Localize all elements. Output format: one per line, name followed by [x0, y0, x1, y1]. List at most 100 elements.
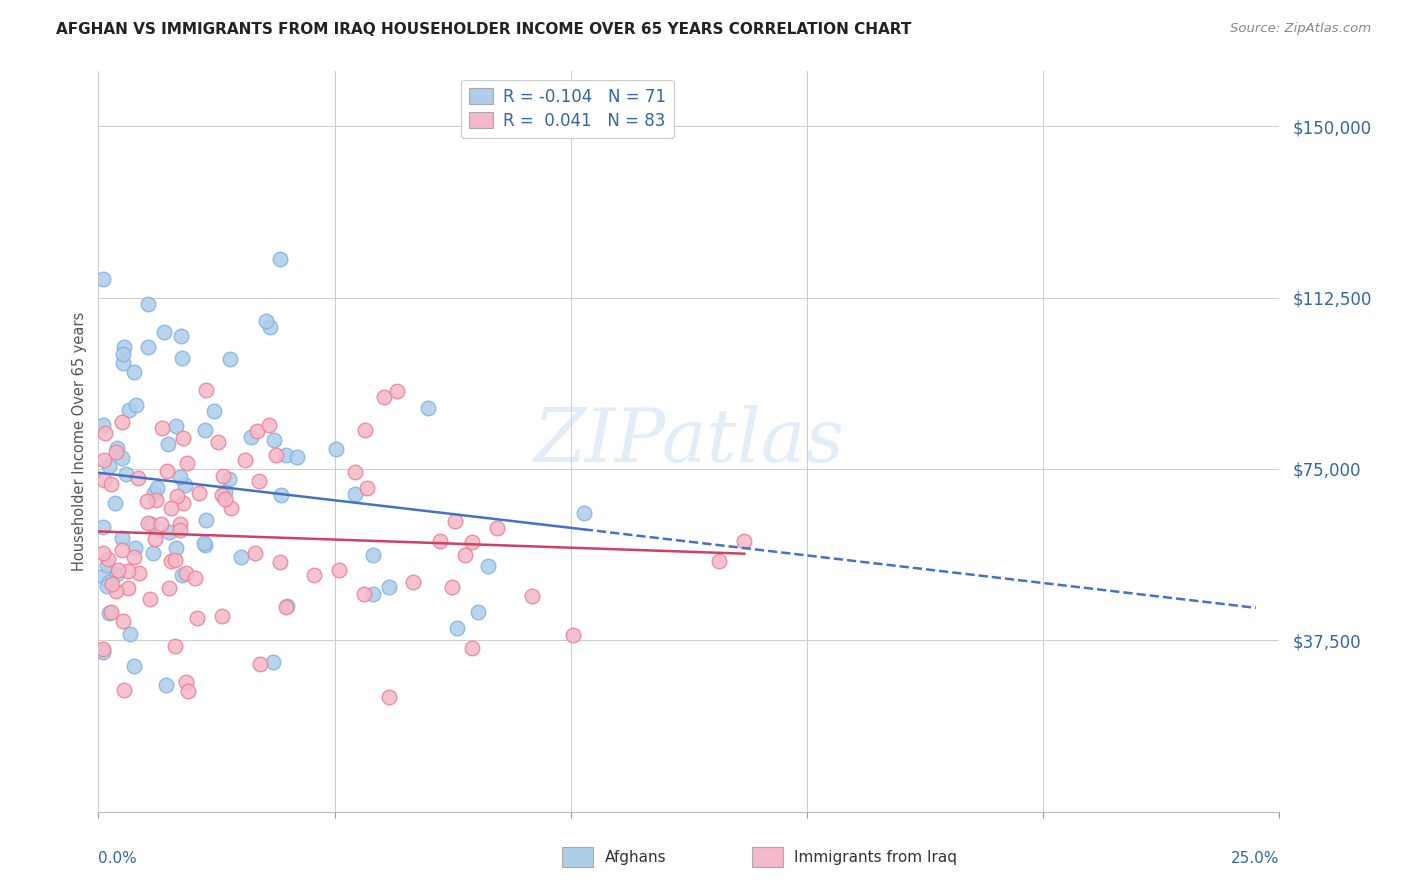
- Point: [100, 477, 122, 491]
- Point: [111, 614, 134, 628]
- Point: [353, 587, 375, 601]
- Point: [120, 627, 142, 641]
- Point: [96, 558, 118, 572]
- Point: [169, 523, 191, 537]
- Point: [166, 490, 188, 504]
- Point: [98, 606, 121, 620]
- Point: [214, 485, 236, 500]
- Point: [142, 486, 165, 500]
- Point: [460, 535, 482, 549]
- Point: [93, 473, 115, 487]
- Point: [249, 657, 271, 671]
- Point: [174, 566, 197, 580]
- Point: [211, 488, 233, 502]
- Point: [440, 580, 463, 594]
- Point: [257, 417, 280, 432]
- Point: [145, 493, 167, 508]
- Point: [184, 571, 207, 585]
- Point: [211, 469, 233, 483]
- Point: [174, 478, 197, 492]
- Text: AFGHAN VS IMMIGRANTS FROM IRAQ HOUSEHOLDER INCOME OVER 65 YEARS CORRELATION CHAR: AFGHAN VS IMMIGRANTS FROM IRAQ HOUSEHOLD…: [56, 22, 911, 37]
- Point: [444, 514, 467, 528]
- Point: [231, 550, 253, 565]
- Text: 0.0%: 0.0%: [98, 851, 138, 865]
- Point: [520, 589, 543, 603]
- Point: [124, 541, 146, 555]
- Point: [247, 474, 270, 488]
- Point: [195, 513, 218, 527]
- Point: [114, 339, 136, 353]
- Point: [146, 481, 169, 495]
- Point: [263, 434, 285, 448]
- Point: [194, 538, 217, 552]
- Point: [207, 434, 229, 449]
- Point: [562, 628, 585, 642]
- Point: [240, 430, 263, 444]
- Point: [136, 340, 159, 354]
- Text: Source: ZipAtlas.com: Source: ZipAtlas.com: [1230, 22, 1371, 36]
- Point: [174, 674, 197, 689]
- Point: [202, 404, 225, 418]
- Point: [91, 520, 114, 534]
- Legend: R = -0.104   N = 71, R =  0.041   N = 83: R = -0.104 N = 71, R = 0.041 N = 83: [461, 79, 673, 138]
- Point: [707, 554, 730, 568]
- Point: [353, 423, 375, 437]
- Point: [136, 493, 159, 508]
- Point: [429, 533, 451, 548]
- Point: [149, 517, 172, 532]
- Point: [105, 567, 128, 582]
- Point: [269, 252, 291, 266]
- Point: [163, 553, 186, 567]
- Text: ZIPatlas: ZIPatlas: [533, 405, 845, 478]
- Point: [194, 383, 217, 397]
- Y-axis label: Householder Income Over 65 years: Householder Income Over 65 years: [72, 312, 87, 571]
- Point: [107, 441, 129, 455]
- Point: [160, 500, 183, 515]
- Point: [218, 472, 240, 486]
- Point: [111, 542, 134, 557]
- Point: [177, 683, 200, 698]
- Point: [125, 398, 148, 412]
- Point: [477, 558, 499, 573]
- Point: [416, 401, 439, 416]
- Point: [385, 384, 408, 398]
- Point: [446, 621, 468, 635]
- Point: [124, 659, 146, 673]
- Point: [328, 563, 350, 577]
- Point: [122, 550, 145, 565]
- Point: [454, 548, 477, 562]
- Point: [378, 580, 401, 594]
- Point: [194, 423, 217, 437]
- Point: [115, 467, 138, 481]
- Point: [172, 431, 194, 445]
- Point: [159, 554, 181, 568]
- Point: [193, 535, 215, 549]
- Point: [378, 690, 401, 704]
- Point: [344, 486, 367, 500]
- Point: [262, 655, 284, 669]
- Point: [105, 445, 128, 459]
- Point: [152, 325, 174, 339]
- Point: [117, 565, 139, 579]
- Point: [733, 533, 755, 548]
- Point: [143, 532, 166, 546]
- Point: [128, 566, 150, 580]
- Point: [91, 645, 114, 659]
- Point: [361, 587, 384, 601]
- Point: [270, 488, 292, 502]
- Point: [243, 545, 266, 559]
- Point: [107, 563, 129, 577]
- Point: [93, 425, 115, 440]
- Point: [402, 574, 425, 589]
- Point: [136, 516, 159, 531]
- Point: [117, 581, 139, 595]
- Point: [214, 492, 236, 507]
- Point: [165, 639, 187, 653]
- Point: [165, 541, 187, 556]
- Point: [91, 272, 114, 286]
- Point: [97, 458, 120, 473]
- Point: [93, 417, 115, 432]
- Point: [165, 419, 187, 434]
- Point: [103, 496, 125, 510]
- Point: [111, 531, 134, 545]
